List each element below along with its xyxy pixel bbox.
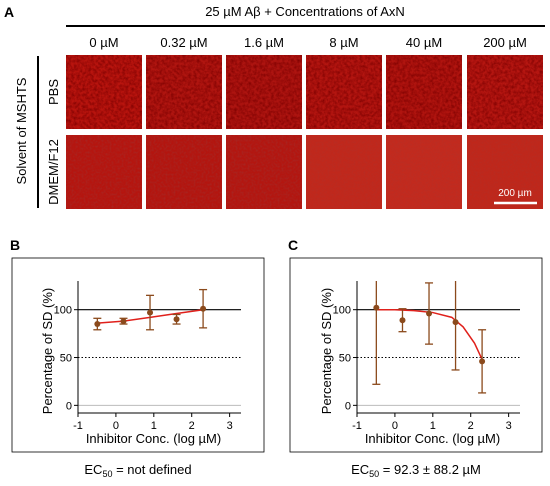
ec50-rest: = 92.3 ± 88.2 µM <box>379 462 481 477</box>
ec50-main: EC <box>351 462 369 477</box>
y-tick-label: 0 <box>345 400 351 412</box>
panel-label: C <box>288 237 298 253</box>
micrograph-texture <box>386 55 462 129</box>
x-tick-label: -1 <box>352 420 362 432</box>
panel-title: 25 µM Aβ + Concentrations of AxN <box>205 4 405 19</box>
ec50-sub: 50 <box>102 469 112 479</box>
x-tick-label: 0 <box>392 420 398 432</box>
micrograph-texture <box>226 55 302 129</box>
y-tick-label: 50 <box>60 353 72 365</box>
y-tick-label: 100 <box>54 305 72 317</box>
point <box>173 316 180 323</box>
x-tick-label: 1 <box>151 420 157 432</box>
x-axis-label: Inhibitor Conc. (log µM) <box>86 431 221 446</box>
point <box>452 319 459 326</box>
ec50-main: EC <box>84 462 102 477</box>
column-label: 1.6 µM <box>244 35 284 50</box>
row-label: DMEM/F12 <box>46 139 61 205</box>
micrograph-texture <box>306 55 382 129</box>
row-label: PBS <box>46 79 61 105</box>
x-tick-label: -1 <box>73 420 83 432</box>
fit-curve <box>376 308 483 360</box>
ec50-rest: = not defined <box>112 462 191 477</box>
point <box>200 305 207 312</box>
micrograph-texture <box>66 135 142 209</box>
column-label: 200 µM <box>483 35 527 50</box>
point <box>147 309 154 316</box>
point <box>399 317 406 324</box>
group-label: Solvent of MSHTS <box>14 77 29 184</box>
x-tick-label: 2 <box>189 420 195 432</box>
panel-frame <box>289 257 543 453</box>
y-axis-label: Percentage of SD (%) <box>319 288 334 414</box>
x-axis-label: Inhibitor Conc. (log µM) <box>365 431 500 446</box>
micrograph-texture <box>66 55 142 129</box>
panel-frame <box>11 257 265 453</box>
y-tick-label: 100 <box>333 305 351 317</box>
y-tick-label: 50 <box>339 353 351 365</box>
column-label: 0 µM <box>89 35 118 50</box>
x-tick-label: 2 <box>468 420 474 432</box>
y-tick-label: 0 <box>66 400 72 412</box>
column-label: 8 µM <box>329 35 358 50</box>
point <box>94 321 101 328</box>
point <box>120 318 127 325</box>
micrograph-texture <box>467 135 543 209</box>
ec50-annotation: EC50 = not defined <box>84 462 191 479</box>
y-axis-label: Percentage of SD (%) <box>40 288 55 414</box>
micrograph-texture <box>226 135 302 209</box>
x-tick-label: 3 <box>506 420 512 432</box>
ec50-annotation: EC50 = 92.3 ± 88.2 µM <box>351 462 481 479</box>
micrograph-texture <box>146 55 222 129</box>
point <box>373 304 380 311</box>
x-tick-label: 0 <box>113 420 119 432</box>
micrograph-texture <box>386 135 462 209</box>
scale-bar-label: 200 µm <box>498 188 532 199</box>
column-label: 0.32 µM <box>160 35 207 50</box>
x-tick-label: 3 <box>227 420 233 432</box>
panel-label: B <box>10 237 20 253</box>
x-tick-label: 1 <box>430 420 436 432</box>
micrograph-texture <box>306 135 382 209</box>
micrograph-texture <box>146 135 222 209</box>
point <box>479 358 486 365</box>
column-label: 40 µM <box>406 35 442 50</box>
ec50-sub: 50 <box>369 469 379 479</box>
micrograph-texture <box>467 55 543 129</box>
panel-label: A <box>4 4 14 20</box>
point <box>426 310 433 317</box>
